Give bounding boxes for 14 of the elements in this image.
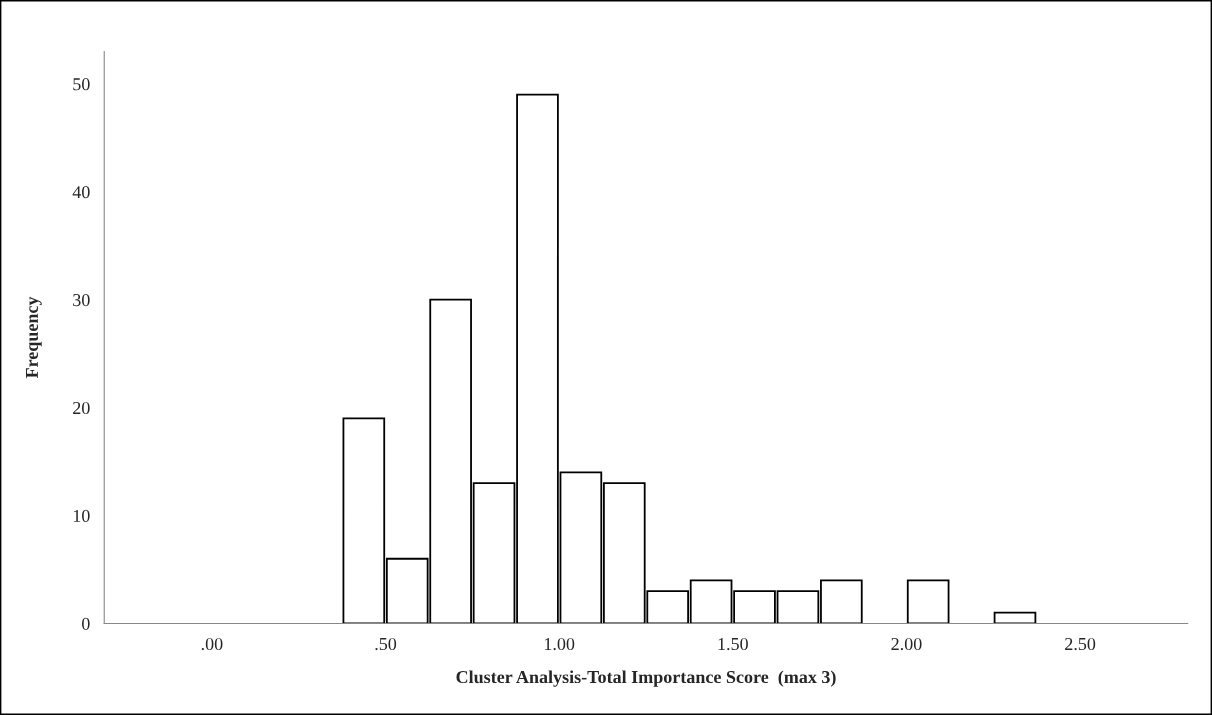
y-tick-label: 10 bbox=[73, 509, 90, 522]
x-tick-label: 1.00 bbox=[544, 637, 575, 651]
x-tick-label: 2.50 bbox=[1065, 637, 1096, 651]
x-axis-title: Cluster Analysis-Total Importance Score (max 3) bbox=[456, 670, 836, 687]
y-tick-label: 30 bbox=[73, 293, 90, 307]
x-tick-label: 1.50 bbox=[718, 637, 748, 651]
x-tick-label: .50 bbox=[375, 637, 397, 651]
y-tick-label: 20 bbox=[73, 401, 90, 415]
x-tick-label: 2.00 bbox=[891, 637, 922, 651]
x-tick-label: .00 bbox=[201, 637, 223, 651]
y-tick-label: 40 bbox=[72, 186, 90, 199]
y-axis-title: Frequency bbox=[26, 296, 42, 379]
y-tick-label: 0 bbox=[82, 617, 90, 630]
y-tick-label: 50 bbox=[73, 78, 90, 91]
